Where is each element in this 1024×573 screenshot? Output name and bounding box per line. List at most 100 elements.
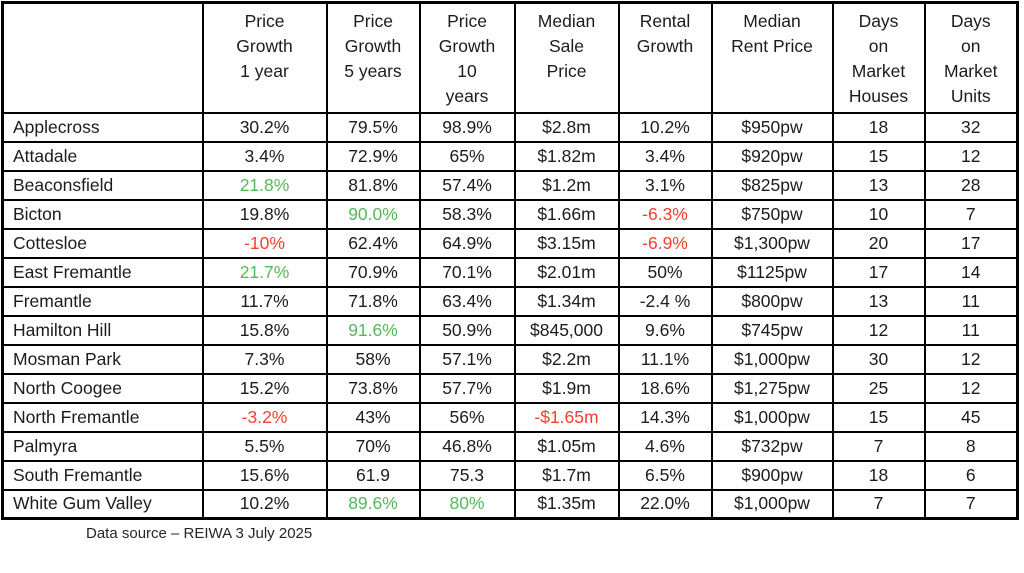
value-cell: 91.6%: [325, 314, 421, 346]
value-cell: 21.8%: [201, 169, 328, 201]
value-cell: 20: [831, 227, 926, 259]
value-cell: 81.8%: [325, 169, 421, 201]
table-body: Applecross 30.2% 79.5% 98.9% $2.8m 10.2% $950p…: [1, 111, 1019, 520]
table-row: Beaconsfield 21.8% 81.8% 57.4% $1.2m 3.1% $825…: [1, 169, 1019, 201]
table-row: North Coogee 15.2% 73.8% 57.7% $1.9m 18.6% $1,…: [1, 372, 1019, 404]
suburb-cell: Hamilton Hill: [1, 314, 204, 346]
value-cell: 45: [923, 401, 1019, 433]
value-cell: 6: [923, 459, 1019, 491]
value-cell: $1.7m: [513, 459, 620, 491]
value-cell: 63.4%: [418, 285, 516, 317]
value-cell: -6.3%: [617, 198, 713, 230]
value-cell: 57.7%: [418, 372, 516, 404]
value-cell: 12: [923, 140, 1019, 172]
value-cell: -10%: [201, 227, 328, 259]
value-cell: 58%: [325, 343, 421, 375]
value-cell: 12: [923, 343, 1019, 375]
value-cell: 5.5%: [201, 430, 328, 462]
value-cell: $1.66m: [513, 198, 620, 230]
value-cell: 70%: [325, 430, 421, 462]
suburb-column-header: [1, 1, 204, 114]
value-cell: $2.8m: [513, 111, 620, 143]
suburb-cell: North Coogee: [1, 372, 204, 404]
value-cell: 11: [923, 285, 1019, 317]
value-cell: 56%: [418, 401, 516, 433]
value-cell: 15.2%: [201, 372, 328, 404]
value-cell: 79.5%: [325, 111, 421, 143]
table-row: Mosman Park 7.3% 58% 57.1% $2.2m 11.1% $1,000p…: [1, 343, 1019, 375]
value-cell: 32: [923, 111, 1019, 143]
value-cell: 15: [831, 401, 926, 433]
value-cell: 22.0%: [617, 488, 713, 520]
table-row: White Gum Valley 10.2% 89.6% 80% $1.35m 22.0%…: [1, 488, 1019, 520]
value-cell: 11.7%: [201, 285, 328, 317]
value-cell: 58.3%: [418, 198, 516, 230]
value-cell: 89.6%: [325, 488, 421, 520]
value-cell: 11: [923, 314, 1019, 346]
value-cell: 70.9%: [325, 256, 421, 288]
column-header: Median Rent Price: [710, 1, 834, 114]
column-header: Rental Growth: [617, 1, 713, 114]
value-cell: $1.35m: [513, 488, 620, 520]
value-cell: 75.3: [418, 459, 516, 491]
value-cell: $845,000: [513, 314, 620, 346]
value-cell: 7: [923, 198, 1019, 230]
value-cell: $2.01m: [513, 256, 620, 288]
value-cell: 19.8%: [201, 198, 328, 230]
value-cell: 50.9%: [418, 314, 516, 346]
value-cell: -3.2%: [201, 401, 328, 433]
value-cell: 10: [831, 198, 926, 230]
value-cell: $950pw: [710, 111, 834, 143]
suburb-cell: Palmyra: [1, 430, 204, 462]
suburb-cell: Attadale: [1, 140, 204, 172]
data-source-note: Data source – REIWA 3 July 2025: [86, 525, 313, 542]
suburb-cell: Bicton: [1, 198, 204, 230]
value-cell: $3.15m: [513, 227, 620, 259]
value-cell: 57.4%: [418, 169, 516, 201]
column-header: Days on Market Units: [923, 1, 1019, 114]
suburb-cell: Applecross: [1, 111, 204, 143]
value-cell: 50%: [617, 256, 713, 288]
column-header: Price Growth 5 years: [325, 1, 421, 114]
value-cell: $800pw: [710, 285, 834, 317]
value-cell: 12: [831, 314, 926, 346]
value-cell: 4.6%: [617, 430, 713, 462]
value-cell: $750pw: [710, 198, 834, 230]
table-row: Hamilton Hill 15.8% 91.6% 50.9% $845,000 9.6%…: [1, 314, 1019, 346]
value-cell: 62.4%: [325, 227, 421, 259]
value-cell: $1,000pw: [710, 401, 834, 433]
value-cell: $1,000pw: [710, 488, 834, 520]
table-row: East Fremantle 21.7% 70.9% 70.1% $2.01m 50% $1…: [1, 256, 1019, 288]
value-cell: 14: [923, 256, 1019, 288]
value-cell: 7: [831, 488, 926, 520]
suburb-cell: White Gum Valley: [1, 488, 204, 520]
value-cell: 13: [831, 169, 926, 201]
value-cell: $1125pw: [710, 256, 834, 288]
table-row: South Fremantle 15.6% 61.9 75.3 $1.7m 6.5% $90…: [1, 459, 1019, 491]
value-cell: 25: [831, 372, 926, 404]
suburb-cell: East Fremantle: [1, 256, 204, 288]
value-cell: 14.3%: [617, 401, 713, 433]
value-cell: 7: [831, 430, 926, 462]
value-cell: 3.4%: [201, 140, 328, 172]
value-cell: $1.9m: [513, 372, 620, 404]
value-cell: 71.8%: [325, 285, 421, 317]
suburb-cell: Fremantle: [1, 285, 204, 317]
suburb-property-stats-table: Price Growth 1 year Price Growth 5 years P…: [1, 1, 1019, 520]
value-cell: 11.1%: [617, 343, 713, 375]
column-header: Days on Market Houses: [831, 1, 926, 114]
value-cell: 46.8%: [418, 430, 516, 462]
suburb-cell: South Fremantle: [1, 459, 204, 491]
value-cell: 13: [831, 285, 926, 317]
suburb-cell: Cottesloe: [1, 227, 204, 259]
value-cell: -6.9%: [617, 227, 713, 259]
value-cell: $745pw: [710, 314, 834, 346]
value-cell: 61.9: [325, 459, 421, 491]
value-cell: 9.6%: [617, 314, 713, 346]
value-cell: 72.9%: [325, 140, 421, 172]
table-row: Applecross 30.2% 79.5% 98.9% $2.8m 10.2% $950p…: [1, 111, 1019, 143]
value-cell: 10.2%: [617, 111, 713, 143]
value-cell: 18.6%: [617, 372, 713, 404]
value-cell: 15: [831, 140, 926, 172]
value-cell: 28: [923, 169, 1019, 201]
